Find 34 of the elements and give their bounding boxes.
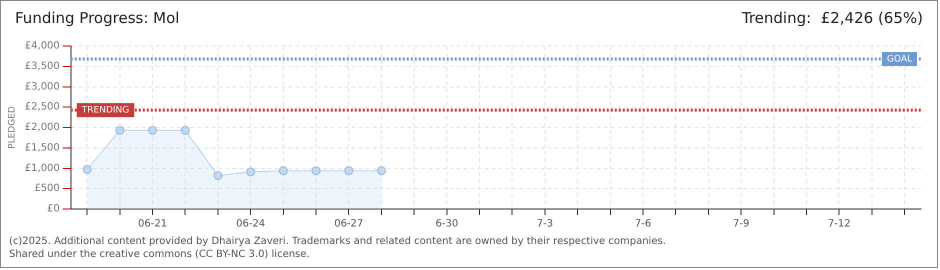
y-tick-label: £2,000 bbox=[24, 122, 60, 134]
x-tick-label: 7-3 bbox=[536, 218, 554, 230]
y-tick-label: £1,500 bbox=[24, 142, 60, 154]
y-tick-label: £1,000 bbox=[24, 162, 60, 174]
x-tick-label: 7-6 bbox=[634, 218, 652, 230]
chart-subtitle: Trending: £2,426 (65%) bbox=[742, 9, 923, 27]
y-tick-label: £500 bbox=[34, 183, 60, 194]
point bbox=[246, 167, 256, 176]
y-axis-title: PLEDGED bbox=[8, 106, 18, 149]
x-tick-label: 06-24 bbox=[236, 218, 266, 230]
point bbox=[115, 126, 124, 135]
chart-title: Funding Progress: Mol bbox=[15, 9, 180, 27]
point bbox=[312, 166, 321, 176]
y-tick-label: £4,000 bbox=[24, 40, 60, 52]
text: (c)2025. Additional content provided by Dhairya Zaveri. Trademarks and related content are owned by their respective companies. bbox=[9, 235, 666, 248]
x-tick-label: 6-30 bbox=[435, 218, 458, 230]
x-tick-label: 06-21 bbox=[138, 218, 168, 230]
y-tick-label: £3,500 bbox=[24, 60, 60, 72]
y-tick-label: £2,500 bbox=[24, 102, 60, 113]
point bbox=[376, 166, 386, 176]
y-tick-label: £0 bbox=[47, 204, 60, 215]
point bbox=[148, 126, 158, 135]
point bbox=[344, 166, 354, 176]
x-tick-label: 7-12 bbox=[828, 218, 851, 230]
point bbox=[82, 164, 92, 174]
point bbox=[278, 166, 288, 176]
x-tick-label: 06-27 bbox=[334, 218, 364, 230]
y-tick-label: £3,000 bbox=[24, 81, 60, 92]
point bbox=[213, 171, 222, 180]
x-tick-label: 7-9 bbox=[732, 218, 750, 230]
point bbox=[180, 126, 190, 135]
text: Shared under the creative commons (CC BY-NC 3.0) license. bbox=[9, 248, 311, 261]
ref-line-label: GOAL bbox=[886, 54, 912, 64]
ref-line-label: TRENDING bbox=[80, 105, 130, 116]
